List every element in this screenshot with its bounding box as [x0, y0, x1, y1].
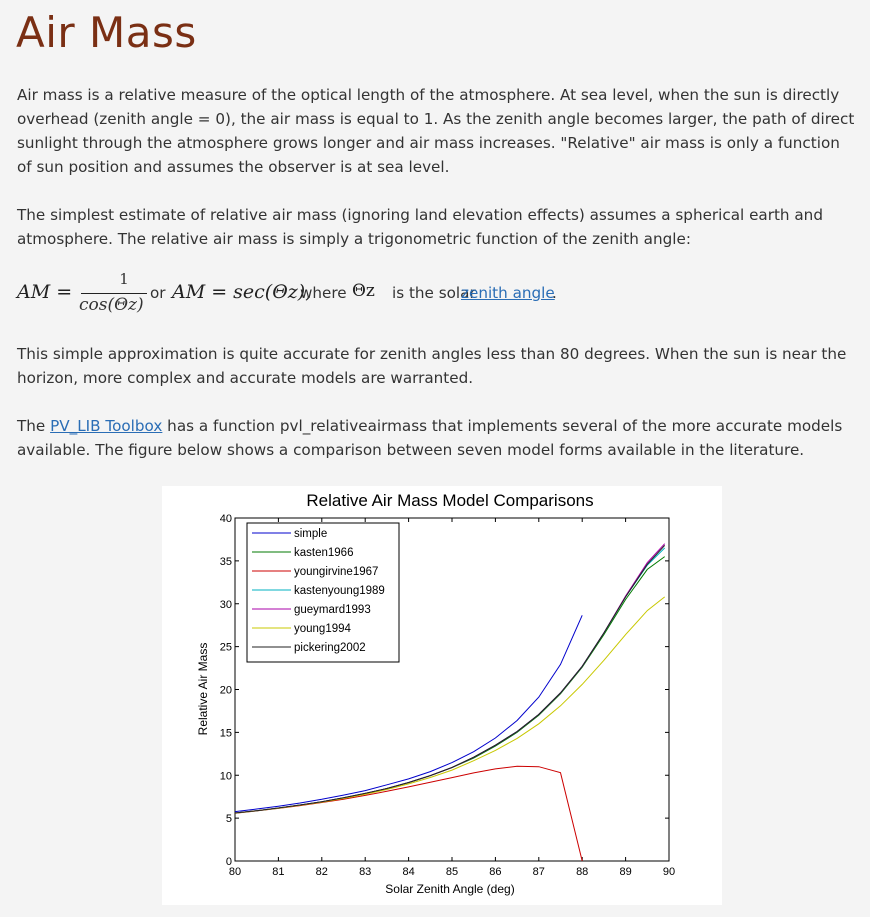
y-tick-label: 10 — [220, 770, 232, 782]
y-tick-label: 40 — [220, 513, 232, 525]
simple-estimate-paragraph: The simplest estimate of relative air ma… — [17, 206, 823, 248]
air-mass-figure: Relative Air Mass Model Comparisons Sola… — [162, 486, 722, 905]
y-axis-label: Relative Air Mass — [196, 643, 210, 736]
toolbox-prefix: The — [17, 417, 51, 435]
legend-label-young1994: young1994 — [294, 623, 352, 635]
equation-where: where — [300, 284, 347, 302]
air-mass-chart: Relative Air Mass Model Comparisons Sola… — [196, 491, 675, 896]
intro-paragraph: Air mass is a relative measure of the op… — [17, 86, 855, 176]
toolbox-suffix: has a function pvl_relativeairmass that … — [17, 417, 843, 459]
x-tick-label: 83 — [359, 866, 371, 878]
legend-label-pickering2002: pickering2002 — [294, 642, 366, 654]
toolbox-paragraph: The PV_LIB Toolbox has a function pvl_re… — [17, 414, 857, 462]
x-tick-label: 87 — [533, 866, 545, 878]
equation-denominator: cos(Θz) — [79, 295, 144, 315]
equation-numerator: 1 — [119, 270, 129, 288]
series-line-simple — [235, 615, 583, 813]
page-title: Air Mass — [16, 8, 197, 57]
zenith-angle-link[interactable]: zenith angle — [461, 284, 555, 302]
x-tick-label: 85 — [446, 866, 458, 878]
legend-label-simple: simple — [294, 528, 327, 540]
y-tick-label: 35 — [220, 556, 232, 568]
y-tick-label: 0 — [226, 856, 232, 868]
legend-label-gueymard1993: gueymard1993 — [294, 604, 371, 616]
y-tick-label: 25 — [220, 642, 232, 654]
legend-box — [246, 522, 400, 663]
equation-rhs: AM = sec(Θz), — [172, 281, 312, 303]
equation-lhs: AM = — [17, 281, 73, 303]
chart-title: Relative Air Mass Model Comparisons — [306, 491, 593, 510]
y-tick-label: 15 — [220, 727, 232, 739]
x-tick-label: 90 — [663, 866, 675, 878]
equation-or: or — [150, 284, 166, 302]
y-tick-label: 20 — [220, 685, 232, 697]
legend-label-kasten1966: kasten1966 — [294, 547, 353, 559]
x-tick-label: 80 — [229, 866, 241, 878]
y-tick-label: 30 — [220, 599, 232, 611]
approximation-paragraph: This simple approximation is quite accur… — [17, 345, 847, 387]
legend-label-youngirvine1967: youngirvine1967 — [294, 566, 378, 578]
legend-label-kastenyoung1989: kastenyoung1989 — [294, 585, 385, 597]
x-tick-label: 88 — [576, 866, 588, 878]
pv-lib-toolbox-link[interactable]: PV_LIB Toolbox — [50, 417, 163, 435]
equation-theta: Θz — [352, 281, 375, 301]
air-mass-equation: AM = 1 cos(Θz) or AM = sec(Θz), where Θz… — [17, 268, 857, 324]
series-line-pickering2002 — [235, 545, 666, 814]
x-axis-label: Solar Zenith Angle (deg) — [385, 882, 514, 896]
y-tick-label: 5 — [226, 813, 232, 825]
x-tick-label: 82 — [316, 866, 328, 878]
equation-period: . — [552, 284, 557, 302]
x-tick-label: 84 — [402, 866, 414, 878]
x-tick-label: 86 — [489, 866, 501, 878]
x-tick-label: 89 — [619, 866, 631, 878]
x-tick-label: 81 — [272, 866, 284, 878]
fraction-bar — [81, 293, 147, 294]
equation-is-the-solar: is the solar — [392, 284, 476, 302]
